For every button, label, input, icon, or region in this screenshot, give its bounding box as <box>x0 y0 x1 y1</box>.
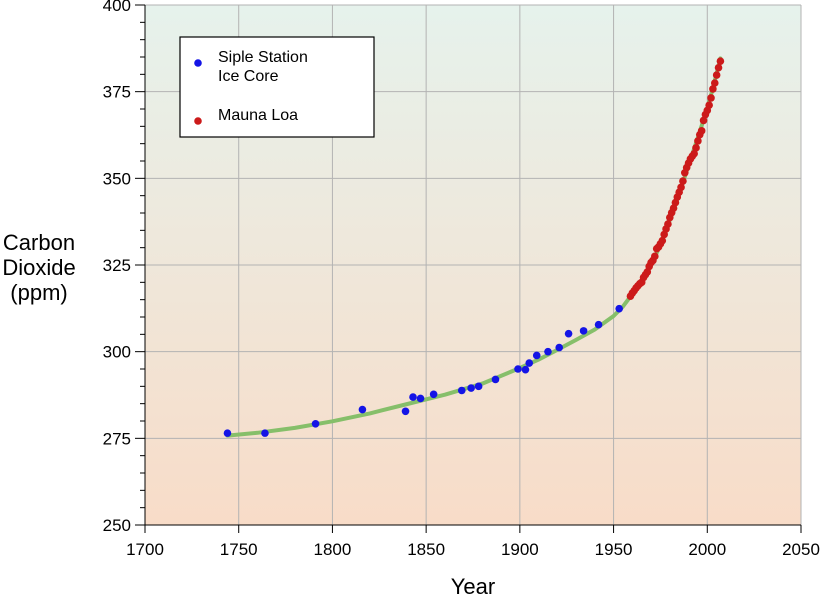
data-point <box>709 85 717 93</box>
x-tick-label: 1700 <box>126 540 164 559</box>
y-axis-title: (ppm) <box>10 280 67 305</box>
data-point <box>658 236 667 245</box>
data-point <box>401 407 410 416</box>
data-point <box>358 405 367 414</box>
x-axis-title: Year <box>451 574 495 596</box>
data-point <box>311 419 320 428</box>
data-point <box>525 359 534 367</box>
y-tick-label: 250 <box>103 516 131 535</box>
data-point <box>457 386 466 395</box>
data-point <box>555 343 564 352</box>
data-point <box>707 94 715 102</box>
y-tick-label: 350 <box>103 169 131 188</box>
y-tick-label: 275 <box>103 429 131 448</box>
y-tick-label: 325 <box>103 256 131 275</box>
data-point <box>690 149 698 158</box>
legend-marker <box>194 117 202 125</box>
data-point <box>564 329 573 338</box>
y-axis-title: Carbon <box>3 230 75 255</box>
data-point <box>594 320 603 329</box>
data-points <box>223 57 725 437</box>
data-point <box>714 63 723 72</box>
data-point <box>705 101 713 109</box>
data-point <box>712 71 721 79</box>
data-point <box>699 116 708 125</box>
x-tick-label: 2050 <box>782 540 820 559</box>
x-tick-label: 1800 <box>314 540 352 559</box>
data-point <box>429 390 438 399</box>
data-point <box>261 429 269 437</box>
data-point <box>474 382 483 391</box>
x-tick-label: 1950 <box>595 540 633 559</box>
data-point <box>651 252 659 261</box>
legend-label: Siple Station <box>218 49 308 66</box>
data-point <box>514 365 522 373</box>
y-axis-title: Dioxide <box>2 255 75 280</box>
data-point <box>416 394 425 403</box>
x-tick-label: 1900 <box>501 540 539 559</box>
data-point <box>579 327 588 335</box>
data-point <box>694 137 702 145</box>
data-point <box>544 347 552 356</box>
x-tick-label: 1850 <box>407 540 445 559</box>
data-point <box>615 304 623 313</box>
x-axis-ticks: 1700 1750 1800 1850 1900 1950 2000 2050 <box>126 525 820 559</box>
legend-label: Mauna Loa <box>218 107 298 124</box>
legend-box <box>179 36 375 138</box>
y-axis-ticks: 250 275 300 325 350 375 400 <box>103 0 145 535</box>
data-point <box>710 79 719 87</box>
y-tick-label: 400 <box>103 0 131 15</box>
data-point <box>491 375 500 384</box>
data-point <box>532 351 541 360</box>
legend-marker <box>194 59 202 67</box>
data-point <box>716 57 725 65</box>
data-point <box>664 220 672 228</box>
data-point <box>692 144 700 152</box>
x-tick-label: 1750 <box>220 540 258 559</box>
series-siple-station <box>223 304 623 437</box>
data-point <box>677 183 685 192</box>
legend: Siple Station Ice Core Mauna Loa <box>179 36 375 138</box>
y-tick-label: 300 <box>103 343 131 362</box>
legend-label: Ice Core <box>218 68 279 85</box>
data-point <box>467 384 475 392</box>
data-point <box>679 177 687 185</box>
data-point <box>521 365 530 374</box>
data-point <box>697 127 706 135</box>
axes <box>144 5 801 526</box>
series-mauna-loa <box>626 57 725 301</box>
x-tick-label: 2000 <box>688 540 726 559</box>
y-tick-label: 375 <box>103 83 131 102</box>
data-point <box>223 429 232 437</box>
data-point <box>409 393 417 401</box>
